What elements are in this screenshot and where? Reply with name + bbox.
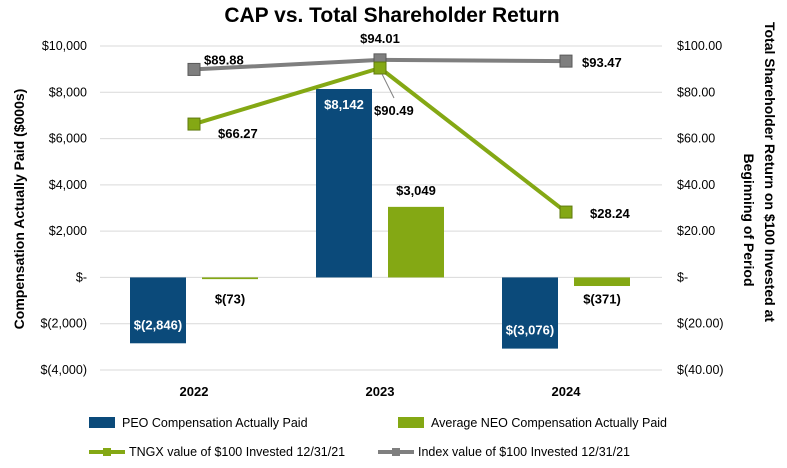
y-tick-label: $- (76, 270, 87, 284)
y2-tick-label: $100.00 (677, 39, 722, 53)
legend-label: PEO Compensation Actually Paid (122, 416, 308, 430)
line-data-label: $93.47 (582, 55, 622, 70)
index-marker-2022 (187, 62, 201, 76)
bar-peo-2022 (130, 277, 186, 344)
legend-swatch (398, 417, 424, 428)
y-axis-title: Compensation Actually Paid ($000s) (11, 89, 27, 330)
y2-tick-label: $40.00 (677, 178, 715, 192)
tngx-marker-2024 (559, 205, 573, 219)
line-data-label: $94.01 (360, 31, 400, 46)
tngx-marker-2023 (373, 61, 387, 75)
x-tick-label: 2024 (552, 384, 582, 399)
y-tick-label: $2,000 (49, 224, 87, 238)
legend-swatch (89, 417, 115, 428)
y2-tick-label: $20.00 (677, 224, 715, 238)
line-data-label: $66.27 (218, 126, 258, 141)
y2-axis-title-line1: Total Shareholder Return on $100 Investe… (762, 22, 778, 322)
index-marker-2024 (559, 54, 573, 68)
y-tick-label: $4,000 (49, 178, 87, 192)
bar-peo-2024 (502, 277, 558, 349)
y2-tick-label: $(40.00) (677, 363, 724, 377)
line-data-label: $90.49 (374, 103, 414, 118)
y-tick-label: $10,000 (42, 39, 87, 53)
bar-data-label: $(73) (215, 291, 245, 306)
bar-data-label: $(371) (583, 291, 621, 306)
legend-marker (103, 448, 111, 456)
line-data-label: $89.88 (204, 52, 244, 67)
tngx-marker-2022 (187, 117, 201, 131)
bar-neo-2024 (574, 277, 630, 287)
y2-tick-label: $60.00 (677, 132, 715, 146)
bar-data-label: $(2,846) (134, 317, 182, 332)
legend: PEO Compensation Actually Paid Average NE… (89, 416, 667, 459)
bar-data-label: $3,049 (396, 183, 436, 198)
line-data-label: $28.24 (590, 206, 631, 221)
y2-tick-label: $- (677, 270, 688, 284)
chart-title: CAP vs. Total Shareholder Return (224, 4, 559, 27)
y2-axis-title-line2: Beginning of Period (741, 154, 757, 287)
y2-tick-label: $80.00 (677, 85, 715, 99)
bar-neo-2023 (388, 206, 444, 278)
legend-label: Average NEO Compensation Actually Paid (431, 416, 667, 430)
legend-label: TNGX value of $100 Invested 12/31/21 (129, 445, 345, 459)
y-tick-label: $(4,000) (40, 363, 87, 377)
y-tick-label: $6,000 (49, 132, 87, 146)
bar-peo-2023 (316, 88, 372, 278)
bar-neo-2022 (202, 277, 258, 280)
y2-tick-label: $(20.00) (677, 317, 724, 331)
label-leader-line (381, 73, 395, 99)
bar-data-label: $(3,076) (506, 323, 554, 338)
y-tick-label: $8,000 (49, 85, 87, 99)
y-tick-label: $(2,000) (40, 317, 87, 331)
bar-data-label: $8,142 (324, 97, 364, 112)
legend-label: Index value of $100 Invested 12/31/21 (418, 445, 630, 459)
legend-marker (392, 448, 400, 456)
x-tick-label: 2022 (180, 384, 209, 399)
x-tick-label: 2023 (366, 384, 395, 399)
